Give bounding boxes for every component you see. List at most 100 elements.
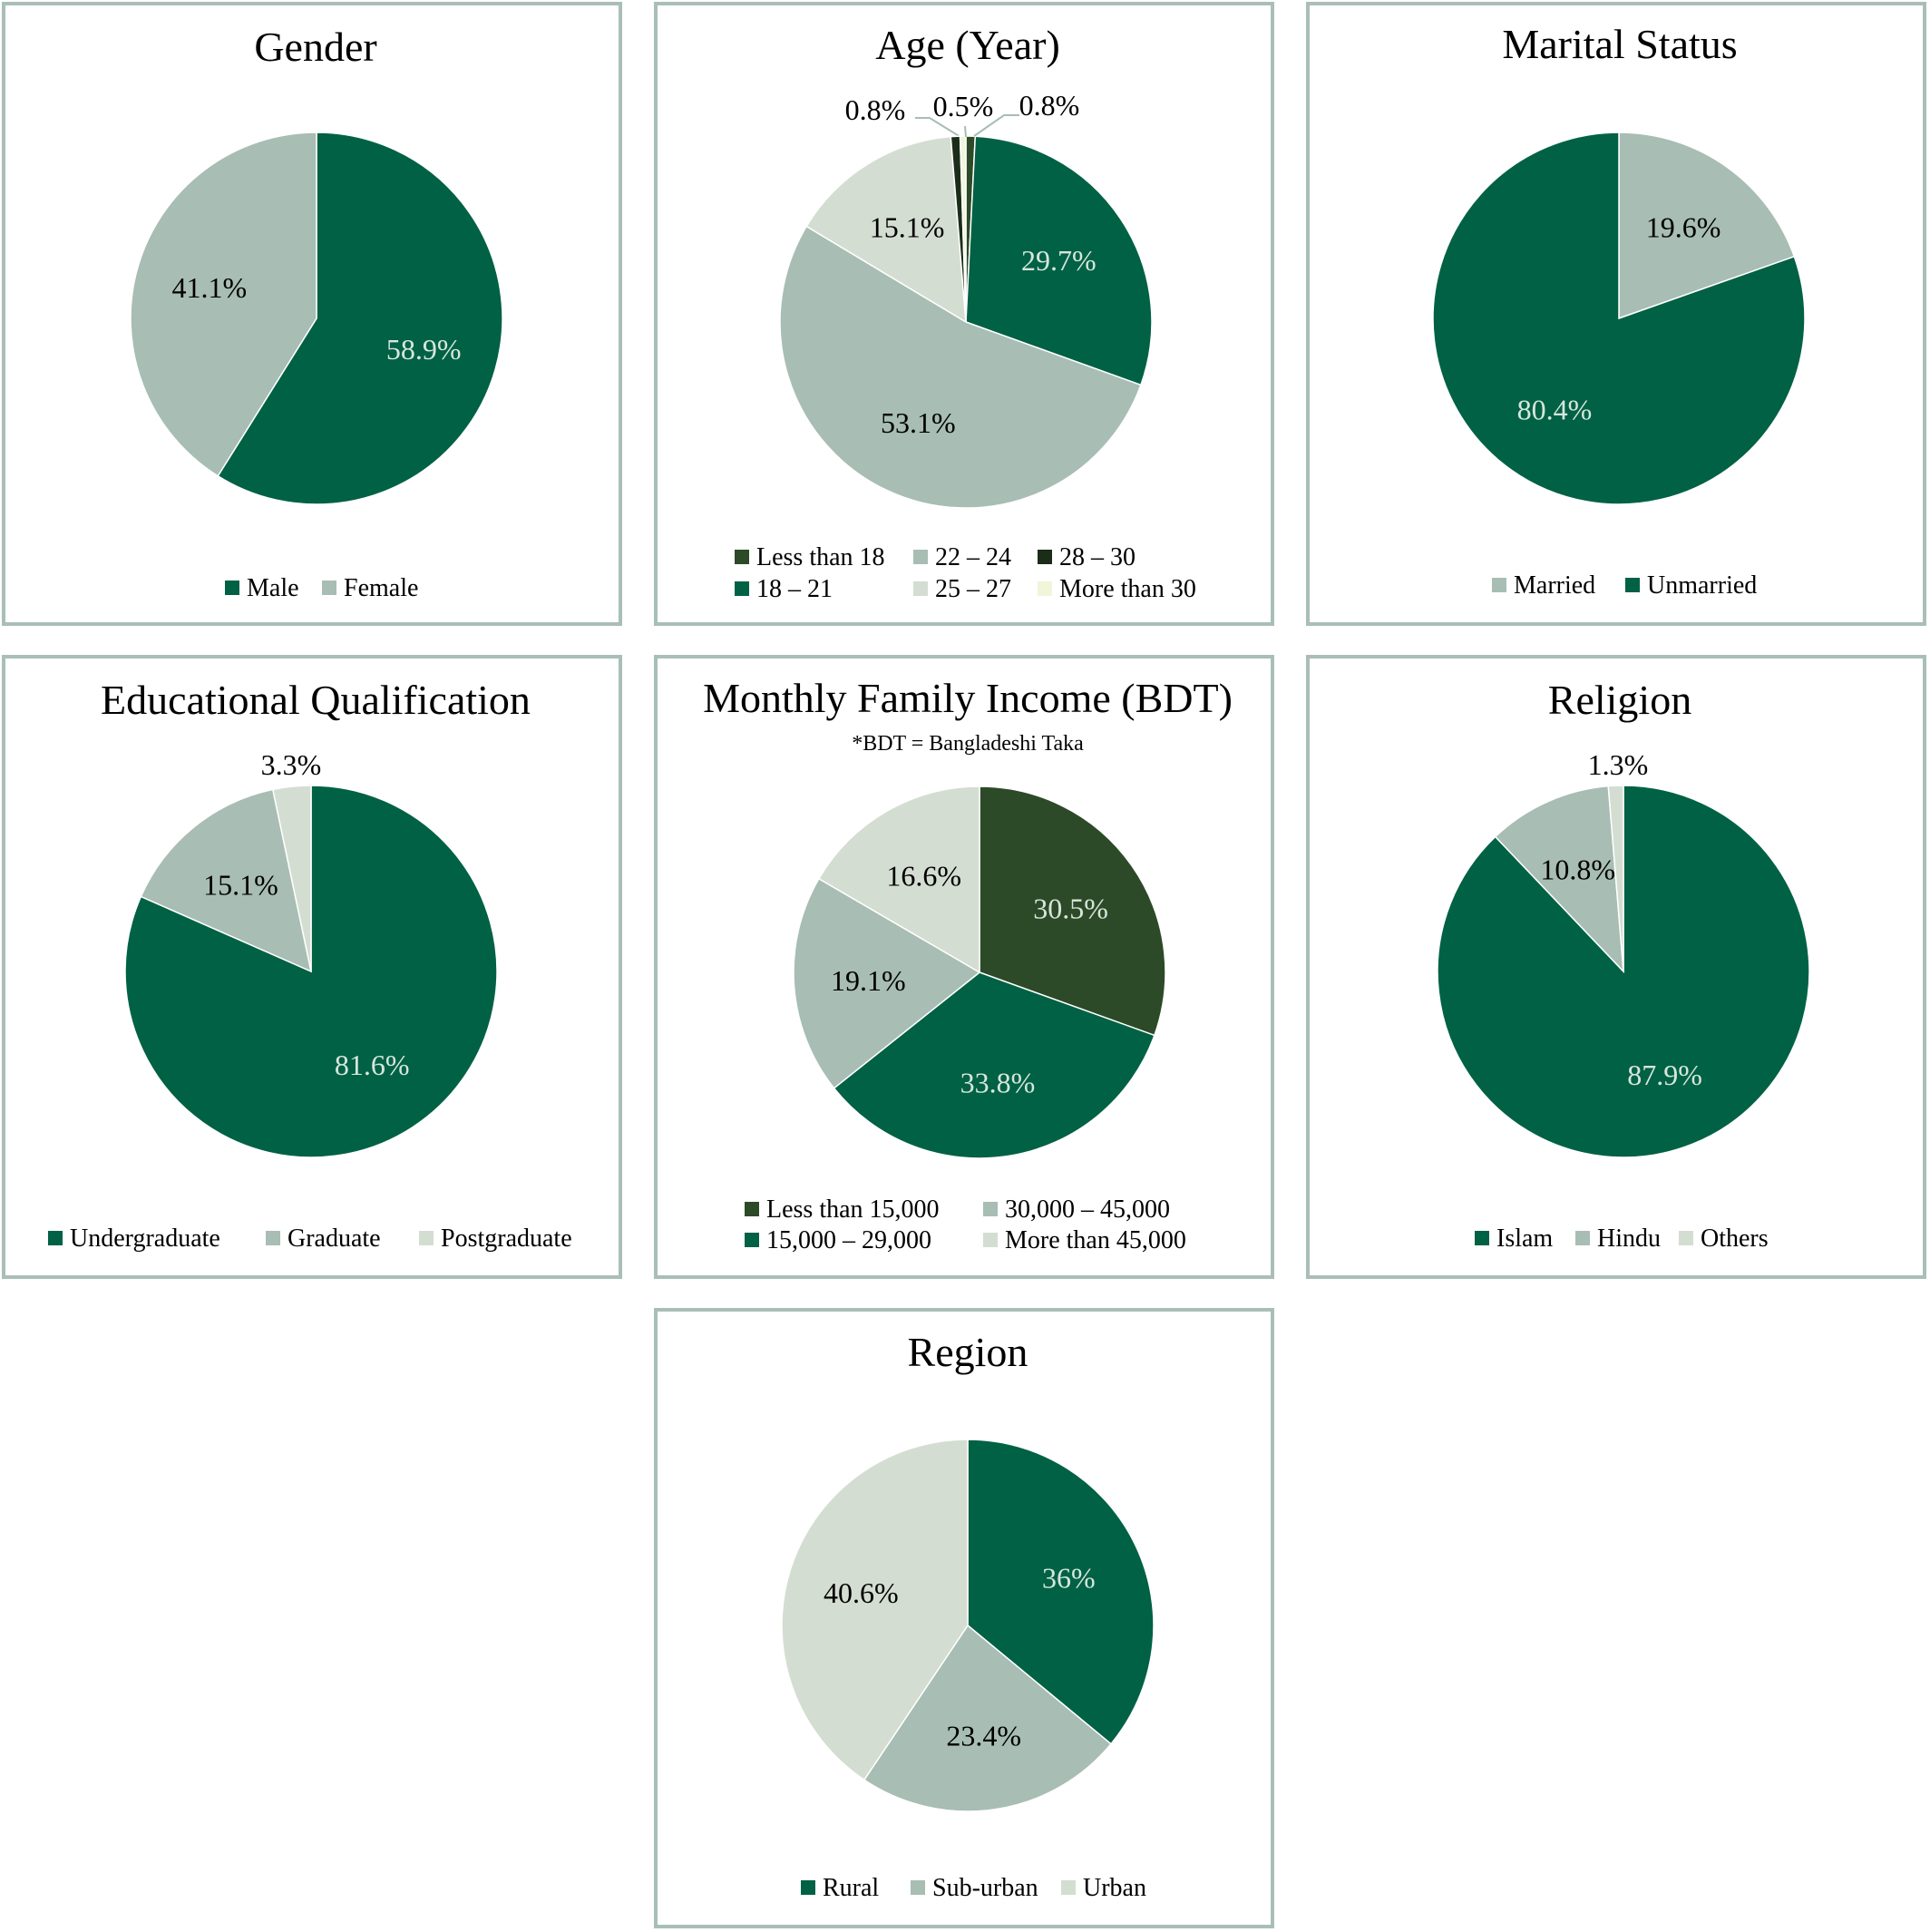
data-label-islam: 87.9% — [1627, 1059, 1702, 1091]
legend-swatch-islam — [1475, 1231, 1489, 1245]
chart-panel-marital-status: Marital Status 19.6% 80.4% Married Unmarried — [1306, 2, 1926, 626]
chart-title: Region — [908, 1329, 1028, 1375]
data-label-18-21: 29.7% — [1021, 244, 1097, 277]
legend-swatch-unmarried — [1625, 578, 1640, 592]
pie-chart-region: Region 36% 23.4% 40.6% Rural Sub-urban Urban — [781, 1329, 1155, 1902]
data-label-others: 1.3% — [1588, 748, 1649, 781]
data-label-25-27: 15.1% — [870, 211, 945, 244]
legend-swatch-urban — [1061, 1880, 1076, 1895]
chart-panel-gender: Gender 58.9% 41.1% Male Female — [2, 2, 622, 626]
pie-slice-male — [217, 132, 503, 505]
legend-label-more-than-30: More than 30 — [1059, 575, 1196, 603]
legend-swatch-22-24 — [913, 550, 928, 564]
legend-swatch-more-than-45-000 — [983, 1233, 998, 1247]
legend-swatch-rural — [801, 1880, 815, 1895]
data-label-postgraduate: 3.3% — [261, 748, 322, 781]
pie-chart-income: Monthly Family Income (BDT) *BDT = Bangla… — [703, 675, 1233, 1254]
data-label-28-30: 0.8% — [1019, 89, 1080, 122]
pie-slice-18-21 — [965, 135, 1153, 386]
legend-label-18-21: 18 – 21 — [756, 575, 833, 603]
leader-line — [915, 117, 961, 138]
legend-swatch-30-000-45-000 — [983, 1202, 998, 1216]
pie-slice-others — [1607, 785, 1624, 972]
legend-swatch-undergraduate — [48, 1231, 63, 1245]
pie-slice-hindu — [1494, 785, 1624, 974]
pie-slice-rural — [967, 1439, 1155, 1745]
legend-swatch-more-than-30 — [1038, 581, 1052, 596]
pie-chart-gender: Gender 58.9% 41.1% Male Female — [130, 24, 503, 602]
legend-label-22-24: 22 – 24 — [935, 543, 1011, 571]
data-label-undergraduate: 81.6% — [335, 1049, 410, 1081]
legend-swatch-others — [1679, 1231, 1693, 1245]
pie-slice-22-24 — [779, 225, 1142, 509]
legend-label-sub-urban: Sub-urban — [932, 1874, 1038, 1902]
data-label-married: 19.6% — [1646, 211, 1721, 244]
data-label-less-than-18: 0.8% — [845, 93, 906, 126]
leader-line — [964, 125, 967, 138]
pie-chart-marital-status: Marital Status 19.6% 80.4% Married Unmarried — [1432, 21, 1806, 600]
data-label-unmarried: 80.4% — [1517, 393, 1593, 425]
legend-label-female: Female — [344, 574, 418, 602]
legend-label-others: Others — [1701, 1225, 1769, 1253]
pie-slice-postgraduate — [271, 785, 312, 972]
legend-label-graduate: Graduate — [288, 1225, 381, 1253]
data-label-rural: 36% — [1042, 1562, 1096, 1595]
legend-label-less-than-18: Less than 18 — [756, 543, 885, 571]
legend-label-15-000-29-000: 15,000 – 29,000 — [766, 1226, 931, 1254]
legend-swatch-hindu — [1575, 1231, 1590, 1245]
legend-label-undergraduate: Undergraduate — [70, 1225, 220, 1253]
chart-panel-region: Region 36% 23.4% 40.6% Rural Sub-urban Urban — [654, 1308, 1274, 1928]
chart-subtitle: *BDT = Bangladeshi Taka — [852, 732, 1084, 756]
data-label-30-000-45-000: 19.1% — [831, 964, 906, 997]
chart-panel-age: Age (Year) 0.8% 29.7% 53.1% 15.1% 0.8% 0.5% Les… — [654, 2, 1274, 626]
legend-swatch-28-30 — [1038, 550, 1052, 564]
legend-label-rural: Rural — [823, 1874, 879, 1902]
pie-slice-25-27 — [805, 135, 967, 324]
chart-title: Educational Qualification — [101, 677, 531, 723]
legend-swatch-less-than-18 — [735, 550, 749, 564]
data-label-female: 41.1% — [171, 271, 247, 304]
data-label-male: 58.9% — [386, 333, 462, 366]
pie-slice-graduate — [140, 788, 313, 973]
pie-slice-less-than-15-000 — [979, 785, 1166, 1037]
pie-chart-age: Age (Year) 0.8% 29.7% 53.1% 15.1% 0.8% 0.5% Les… — [735, 22, 1196, 603]
pie-slice-more-than-45-000 — [817, 785, 980, 974]
legend-swatch-graduate — [266, 1231, 280, 1245]
legend-swatch-postgraduate — [419, 1231, 434, 1245]
pie-slice-sub-urban — [863, 1624, 1113, 1812]
chart-title: Religion — [1548, 677, 1691, 723]
data-label-urban: 40.6% — [824, 1576, 899, 1609]
data-label-more-than-45-000: 16.6% — [886, 859, 961, 892]
data-label-hindu: 10.8% — [1540, 854, 1615, 886]
data-label-less-than-15-000: 30.5% — [1033, 892, 1108, 924]
legend-label-unmarried: Unmarried — [1647, 571, 1757, 600]
legend-label-islam: Islam — [1496, 1225, 1553, 1253]
legend-label-less-than-15-000: Less than 15,000 — [766, 1195, 940, 1224]
legend-swatch-male — [225, 581, 239, 595]
legend-label-30-000-45-000: 30,000 – 45,000 — [1005, 1195, 1170, 1224]
legend-label-more-than-45-000: More than 45,000 — [1005, 1226, 1186, 1254]
legend-swatch-less-than-15-000 — [745, 1202, 759, 1216]
legend-swatch-18-21 — [735, 581, 749, 596]
legend-swatch-25-27 — [913, 581, 928, 596]
chart-title: Marital Status — [1502, 21, 1737, 67]
data-label-15-000-29-000: 33.8% — [960, 1066, 1036, 1098]
pie-chart-religion: Religion 87.9% 10.8% 1.3% Islam Hindu Others — [1437, 677, 1810, 1253]
data-label-22-24: 53.1% — [881, 406, 956, 439]
legend-label-hindu: Hindu — [1597, 1225, 1661, 1253]
legend-swatch-15-000-29-000 — [745, 1233, 759, 1247]
pie-slice-undergraduate — [124, 785, 498, 1158]
data-label-more-than-30: 0.5% — [933, 90, 994, 122]
chart-panel-income: Monthly Family Income (BDT) *BDT = Bangla… — [654, 655, 1274, 1279]
chart-title: Monthly Family Income (BDT) — [703, 675, 1233, 721]
pie-slice-female — [130, 132, 317, 477]
data-label-graduate: 15.1% — [203, 868, 278, 901]
legend-label-male: Male — [247, 574, 299, 602]
legend-swatch-female — [322, 581, 336, 595]
legend-label-married: Married — [1514, 571, 1595, 600]
legend-label-28-30: 28 – 30 — [1059, 543, 1136, 571]
chart-title: Age (Year) — [875, 22, 1060, 68]
legend-swatch-married — [1492, 578, 1506, 592]
chart-panel-education: Educational Qualification 81.6% 15.1% 3.3% U… — [2, 655, 622, 1279]
leader-line — [973, 114, 1019, 137]
